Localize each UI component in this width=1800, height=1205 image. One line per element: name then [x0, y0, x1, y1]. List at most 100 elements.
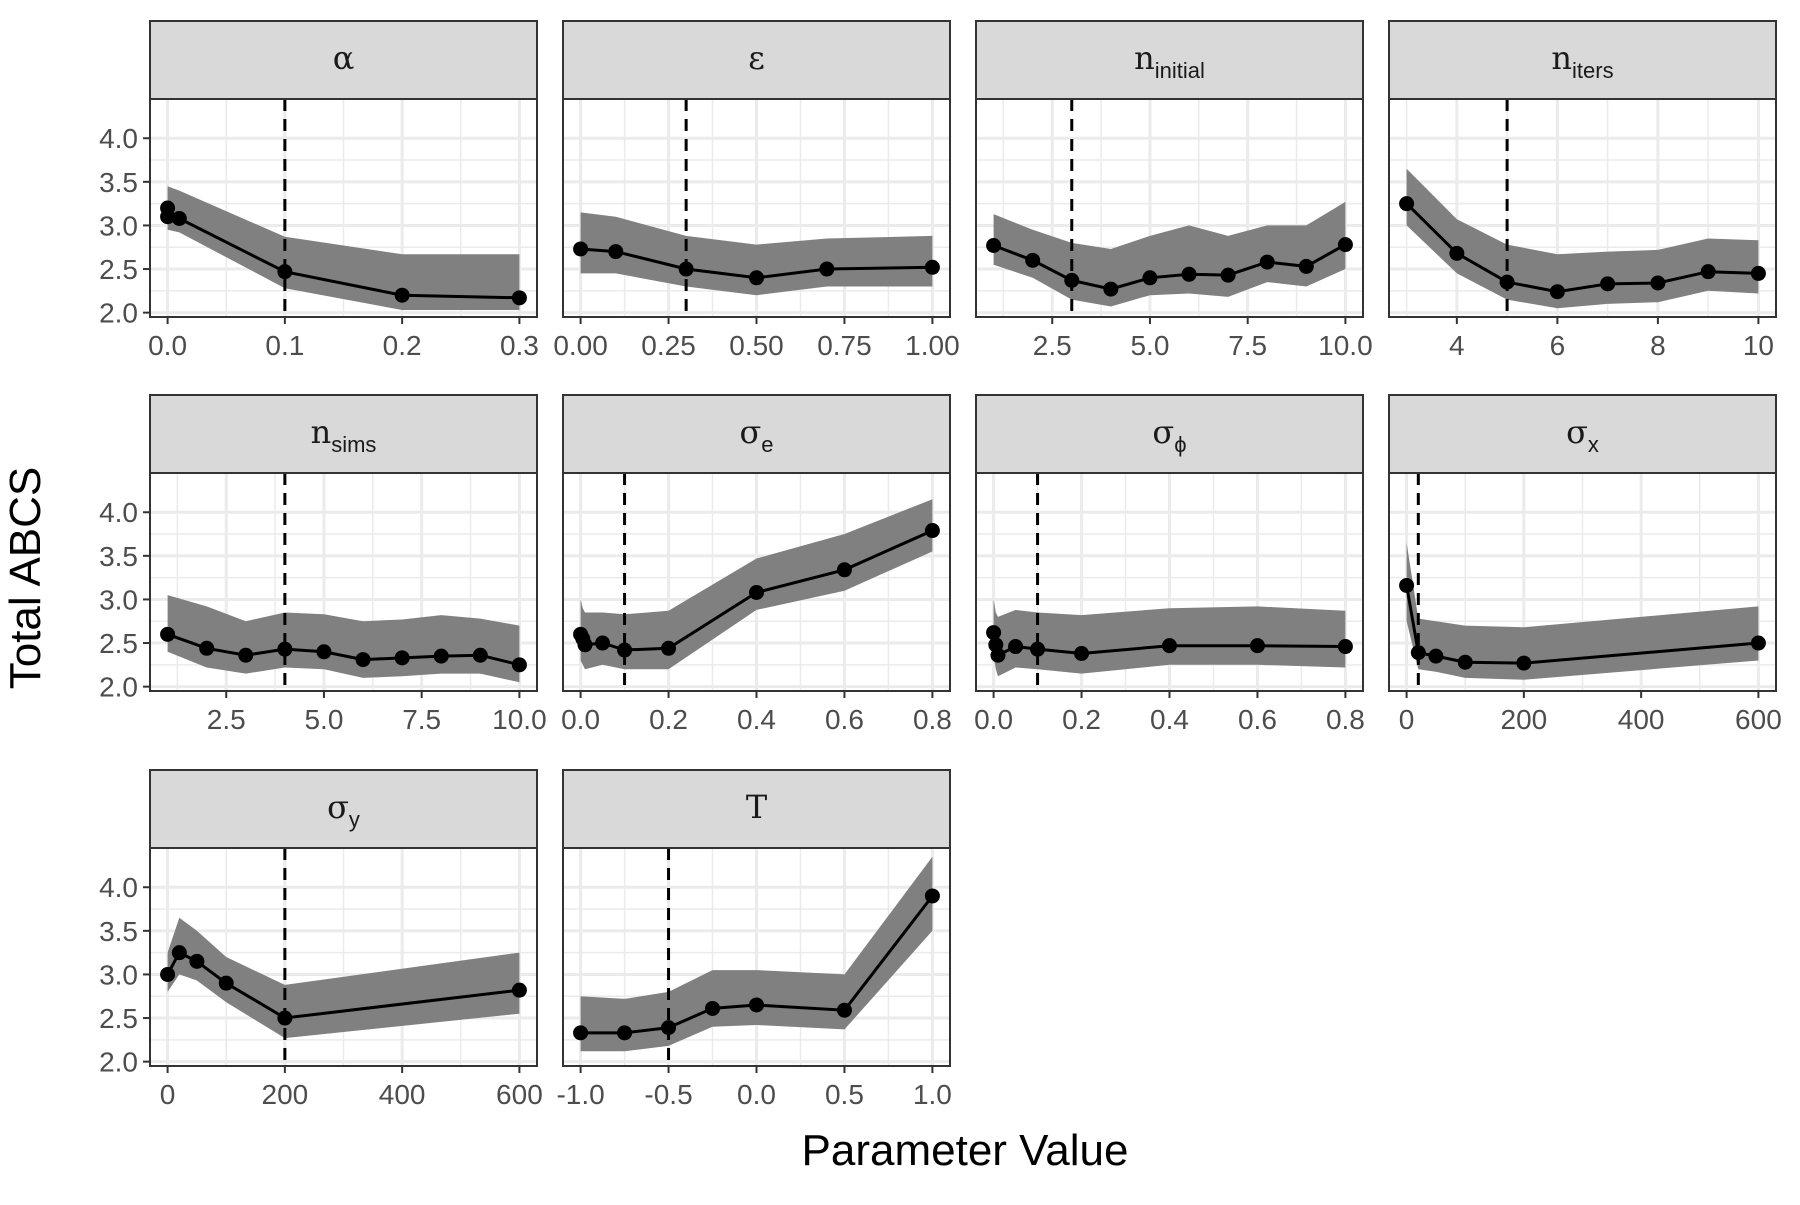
confidence-ribbon — [167, 175, 520, 310]
data-point — [1337, 639, 1353, 655]
data-point — [990, 647, 1006, 663]
data-point — [277, 264, 293, 280]
series-line — [1405, 585, 1759, 665]
facet-title-subscript: sims — [331, 432, 376, 457]
data-point — [924, 523, 940, 539]
y-tick-label: 2.0 — [99, 298, 138, 329]
x-tick-label: 600 — [1735, 704, 1782, 735]
x-tick-label: 0.2 — [649, 704, 688, 735]
facet-panel: σy 2.0 2.5 3.0 3.5 4.0 0 200 400 600 — [99, 769, 543, 1110]
facet-title: nsims — [311, 413, 377, 457]
series-line — [993, 243, 1347, 291]
panel-border — [1388, 472, 1777, 692]
panels-layer: α2.02.53.03.54.00.0 0.1 0.2 0.3ε0.00 0.25 0.5… — [99, 20, 1782, 1110]
facet-panel: ninitial 2.5 5.0 7.5 10.0 — [975, 20, 1373, 361]
confidence-ribbon — [580, 212, 933, 296]
panel-border — [149, 98, 538, 318]
x-tick-label: 200 — [1501, 704, 1548, 735]
facet-strip — [975, 394, 1364, 474]
data-point — [160, 209, 176, 225]
facet-title: σe — [739, 413, 773, 457]
facet-title-main: n — [311, 413, 332, 451]
data-point — [617, 642, 633, 658]
data-point — [511, 290, 527, 306]
x-tick-label: 0.6 — [825, 704, 864, 735]
x-tick-label: 0.4 — [737, 704, 776, 735]
data-point — [394, 287, 410, 303]
x-tick-label: 0.2 — [1062, 704, 1101, 735]
x-tick-label: 0.0 — [561, 704, 600, 735]
x-tick-label: 2.5 — [207, 704, 246, 735]
data-point — [924, 259, 940, 275]
data-point — [1449, 245, 1465, 261]
data-point — [1220, 267, 1236, 283]
facet-strip — [1388, 394, 1777, 474]
data-point — [678, 261, 694, 277]
facet-panel: niters 4 6 8 10 — [1388, 20, 1777, 361]
x-tick-label: 0.4 — [1150, 704, 1189, 735]
data-point — [160, 966, 176, 982]
panel-border — [1388, 98, 1777, 318]
facet-title: ε — [748, 39, 765, 77]
data-point — [1008, 639, 1024, 655]
x-tick-label: -1.0 — [556, 1079, 604, 1110]
series-line — [1405, 202, 1759, 294]
confidence-ribbon — [580, 499, 933, 670]
data-point — [218, 975, 234, 991]
y-tick-label: 3.0 — [99, 210, 138, 241]
x-tick-label: 400 — [379, 1079, 426, 1110]
x-tick-label: 10.0 — [1318, 330, 1373, 361]
data-point — [1181, 266, 1197, 282]
x-tick-label: 0.2 — [383, 330, 422, 361]
data-point — [171, 945, 187, 961]
data-point — [749, 270, 764, 286]
data-point — [661, 640, 677, 656]
data-point — [1249, 638, 1265, 654]
x-tick-label: 600 — [496, 1079, 543, 1110]
data-point — [661, 1020, 677, 1036]
data-point — [986, 625, 1002, 641]
facet-panel: nsims 2.0 2.5 3.0 3.5 4.0 2.5 5.0 7.5 10.0 — [99, 394, 547, 735]
confidence-ribbon — [580, 856, 933, 1052]
x-tick-label: 0.8 — [1326, 704, 1365, 735]
data-point — [986, 237, 1002, 253]
confidence-ribbon — [1406, 542, 1759, 680]
data-point — [433, 648, 449, 664]
x-tick-label: 0.00 — [553, 330, 608, 361]
facet-title-subscript: ϕ — [1174, 432, 1186, 457]
x-tick-label: 0.3 — [500, 330, 539, 361]
facet-strip — [149, 394, 538, 474]
data-point — [705, 1000, 721, 1016]
x-tick-label: 8 — [1650, 330, 1666, 361]
data-point — [1457, 654, 1473, 670]
data-point — [1074, 646, 1090, 662]
facet-title-main: σ — [327, 788, 349, 826]
facet-panel: ε 0.00 0.25 0.50 0.75 1.00 — [553, 20, 960, 361]
y-tick-label: 3.5 — [99, 167, 138, 198]
facet-title-main: T — [746, 788, 768, 826]
x-tick-label: 0.0 — [148, 330, 187, 361]
facet-title-subscript: x — [1588, 432, 1599, 457]
x-tick-label: -0.5 — [644, 1079, 692, 1110]
facet-panel: σx 0 200 400 600 — [1388, 394, 1782, 735]
y-axis-title: Total ABCS — [1, 467, 50, 690]
x-tick-label: 7.5 — [402, 704, 441, 735]
facet-panel: σϕ 0.0 0.2 0.4 0.6 0.8 — [974, 394, 1365, 735]
x-tick-label: 0.5 — [825, 1079, 864, 1110]
x-tick-label: 5.0 — [1130, 330, 1169, 361]
x-tick-label: 0.0 — [737, 1079, 776, 1110]
y-tick-label: 4.0 — [99, 123, 138, 154]
x-tick-label: 0.0 — [974, 704, 1013, 735]
x-tick-label: 6 — [1550, 330, 1566, 361]
data-point — [1499, 274, 1515, 290]
y-tick-label: 2.5 — [99, 628, 138, 659]
x-tick-label: 7.5 — [1228, 330, 1267, 361]
y-tick-label: 4.0 — [99, 497, 138, 528]
data-point — [355, 652, 371, 668]
facet-title-subscript: initial — [1155, 58, 1205, 83]
data-point — [1516, 655, 1532, 671]
facet-title: σϕ — [1152, 413, 1186, 457]
x-tick-label: 5.0 — [304, 704, 343, 735]
data-point — [160, 626, 176, 642]
